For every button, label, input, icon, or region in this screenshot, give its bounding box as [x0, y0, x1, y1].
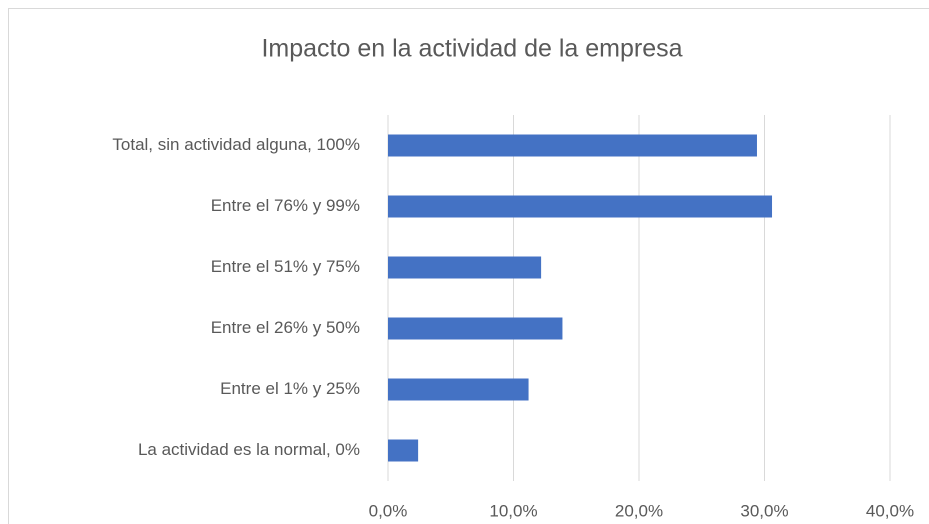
x-tick-label: 20,0%: [615, 501, 663, 520]
bar: [388, 378, 529, 401]
x-tick-label: 0,0%: [369, 501, 408, 520]
bar: [388, 195, 773, 218]
x-tick-label: 30,0%: [740, 501, 788, 520]
y-tick-label: La actividad es la normal, 0%: [138, 440, 360, 459]
y-tick-label: Entre el 51% y 75%: [211, 257, 360, 276]
bar: [388, 439, 419, 462]
x-tick-label: 40,0%: [866, 501, 914, 520]
x-tick-label: 10,0%: [489, 501, 537, 520]
y-tick-label: Entre el 26% y 50%: [211, 318, 360, 337]
y-tick-label: Total, sin actividad alguna, 100%: [112, 135, 360, 154]
y-tick-label: Entre el 76% y 99%: [211, 196, 360, 215]
bar: [388, 134, 757, 157]
chart-title: Impacto en la actividad de la empresa: [261, 35, 682, 63]
bar: [388, 317, 563, 340]
bar: [388, 256, 542, 279]
y-tick-label: Entre el 1% y 25%: [220, 379, 360, 398]
